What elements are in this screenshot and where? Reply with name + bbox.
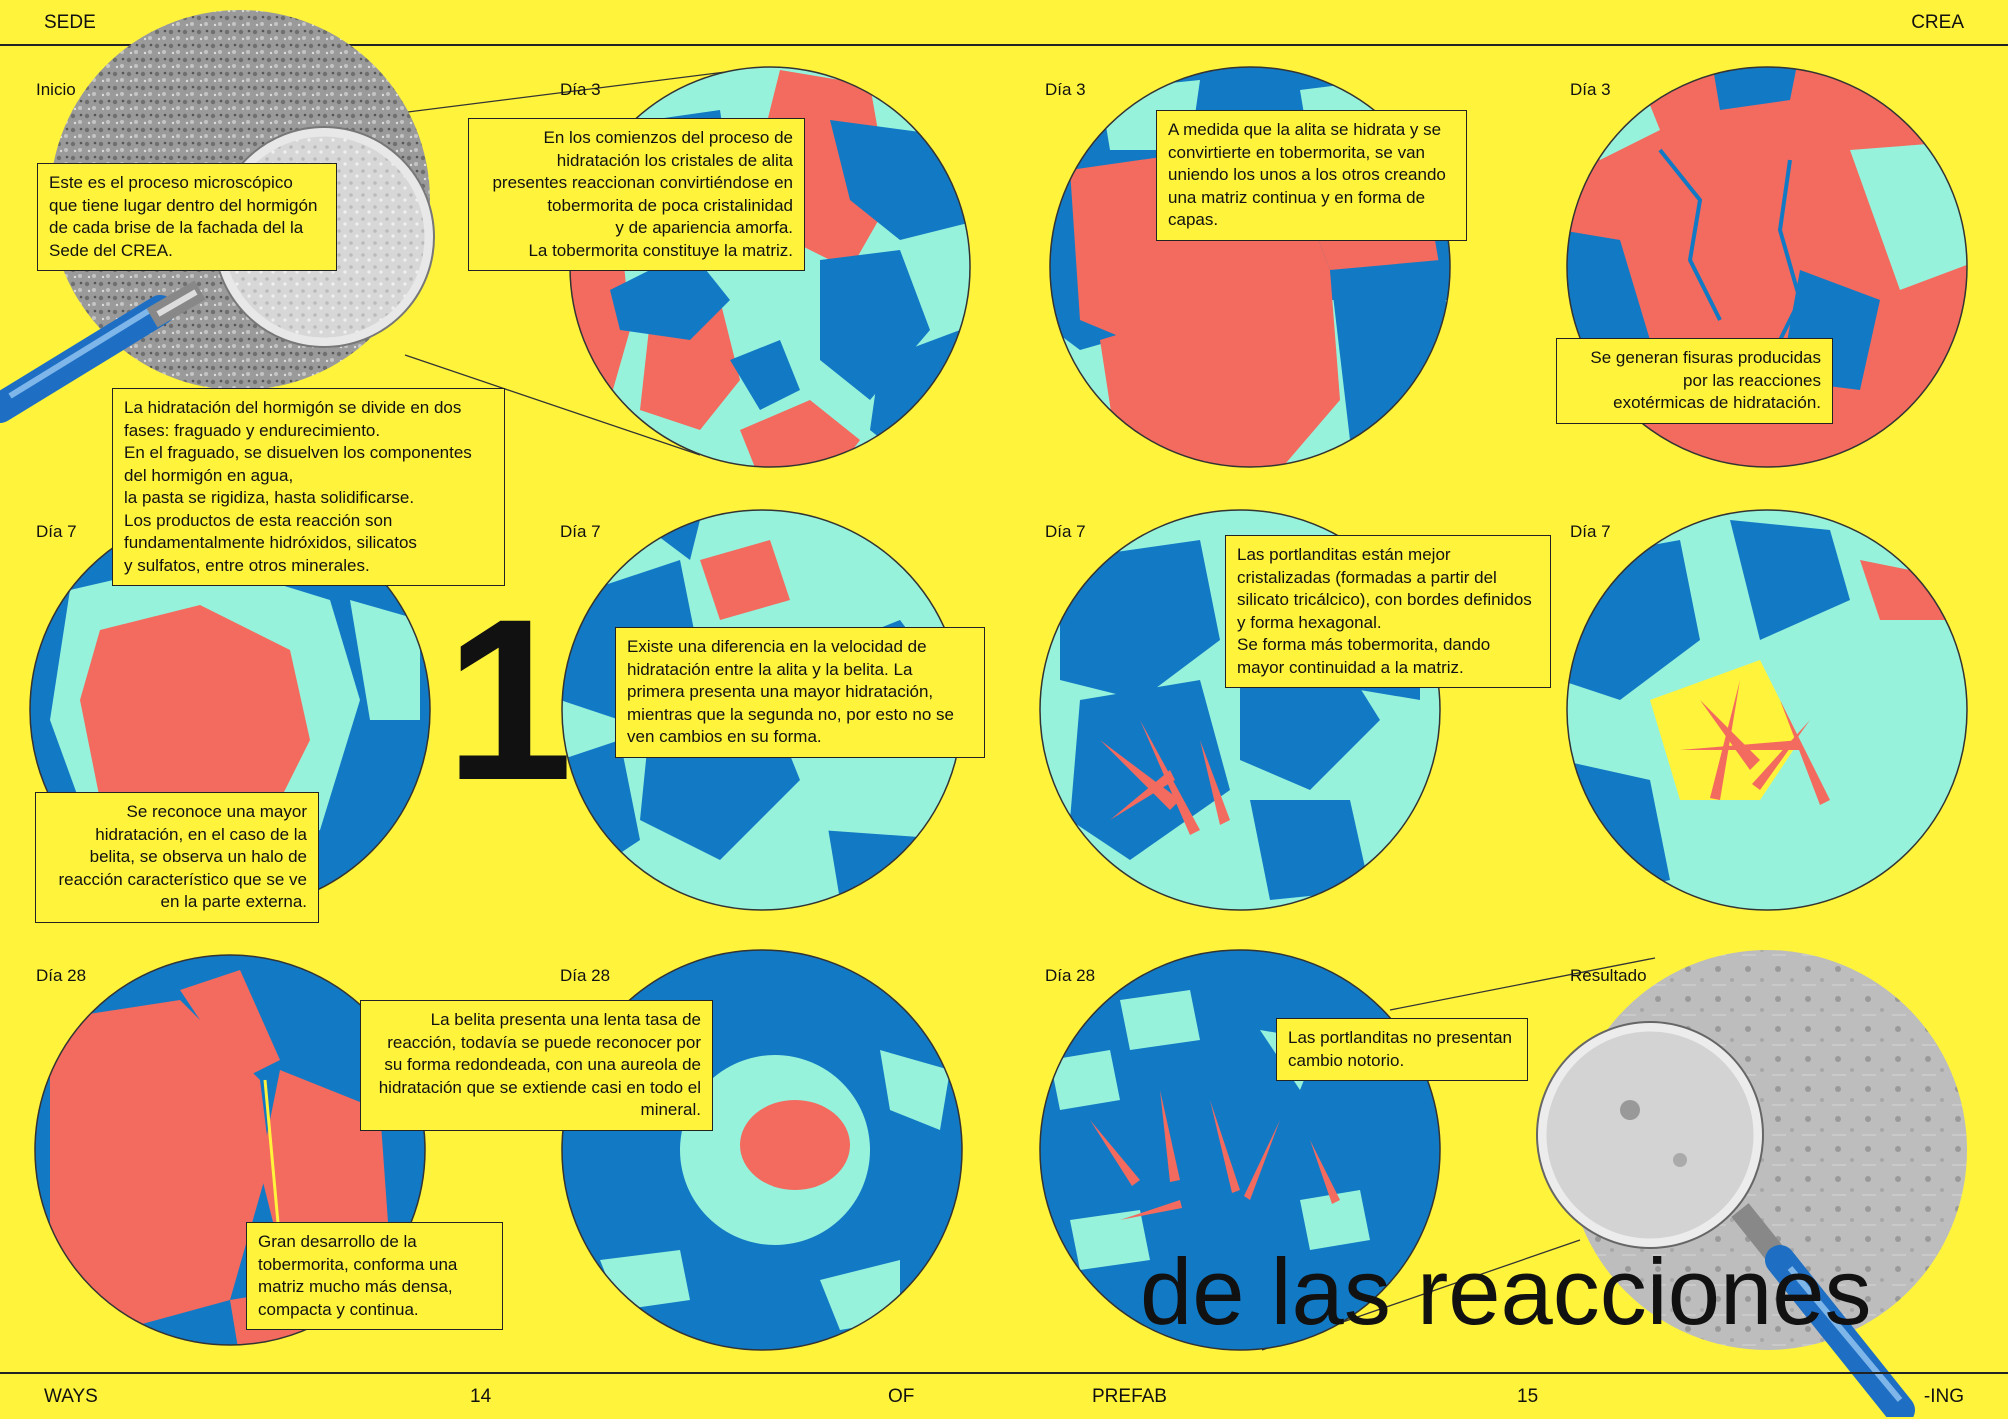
label-r3c1: Día 28 — [36, 966, 87, 985]
label-r1c3: Día 3 — [1045, 80, 1086, 99]
callout-dia3-fisuras: Se generan fisuras producidas por las re… — [1556, 338, 1833, 424]
footer-page-right: 15 — [1517, 1386, 1539, 1407]
footer-page-left: 14 — [470, 1386, 492, 1407]
footer-of: OF — [888, 1386, 915, 1407]
callout-inicio: Este es el proceso microscópico que tien… — [37, 163, 337, 271]
label-resultado: Resultado — [1570, 966, 1647, 985]
label-inicio: Inicio — [36, 80, 76, 99]
footer-ing: -ING — [1923, 1386, 1964, 1407]
callout-dia7-portlanditas: Las portlanditas están mejor cristalizad… — [1225, 535, 1551, 688]
label-r2c3: Día 7 — [1045, 522, 1086, 541]
footer-prefab: PREFAB — [1092, 1386, 1167, 1407]
header-right: CREA — [1911, 12, 1964, 33]
magnifier-handle-resultado — [1731, 1203, 1915, 1417]
label-r2c1: Día 7 — [36, 522, 77, 541]
label-r1c4: Día 3 — [1570, 80, 1611, 99]
label-r3c3: Día 28 — [1045, 966, 1096, 985]
label-r1c2: Día 3 — [560, 80, 601, 99]
callout-dia3-matriz: A medida que la alita se hidrata y se co… — [1156, 110, 1467, 241]
footer-ways: WAYS — [44, 1386, 98, 1407]
callout-dia28-portlanditas: Las portlanditas no presentan cambio not… — [1276, 1018, 1528, 1081]
label-r3c2: Día 28 — [560, 966, 611, 985]
spread-title: de las reacciones — [1140, 1239, 1872, 1344]
callout-dia28-belita: La belita presenta una lenta tasa de rea… — [360, 1000, 713, 1131]
callout-dia7-halo: Se reconoce una mayor hidratación, en el… — [35, 792, 319, 923]
callout-dia3-alita: En los comienzos del proceso de hidratac… — [468, 118, 805, 271]
magnifier-handle-inicio — [0, 280, 206, 423]
callout-fases: La hidratación del hormigón se divide en… — [112, 388, 505, 586]
header-left: SEDE — [44, 12, 96, 33]
page-header: SEDE CREA — [0, 0, 2008, 46]
micro-circle-r2c4 — [1566, 509, 1968, 911]
label-r2c4: Día 7 — [1570, 522, 1611, 541]
page-footer: WAYS 14 OF PREFAB 15 -ING — [0, 1372, 2008, 1419]
section-number: 1 — [445, 571, 573, 828]
callout-dia7-velocidad: Existe una diferencia en la velocidad de… — [615, 627, 985, 758]
label-r2c2: Día 7 — [560, 522, 601, 541]
resultado-concrete-photo — [1536, 950, 1967, 1350]
callout-dia28-tobermorita: Gran desarrollo de la tobermorita, confo… — [246, 1222, 503, 1330]
